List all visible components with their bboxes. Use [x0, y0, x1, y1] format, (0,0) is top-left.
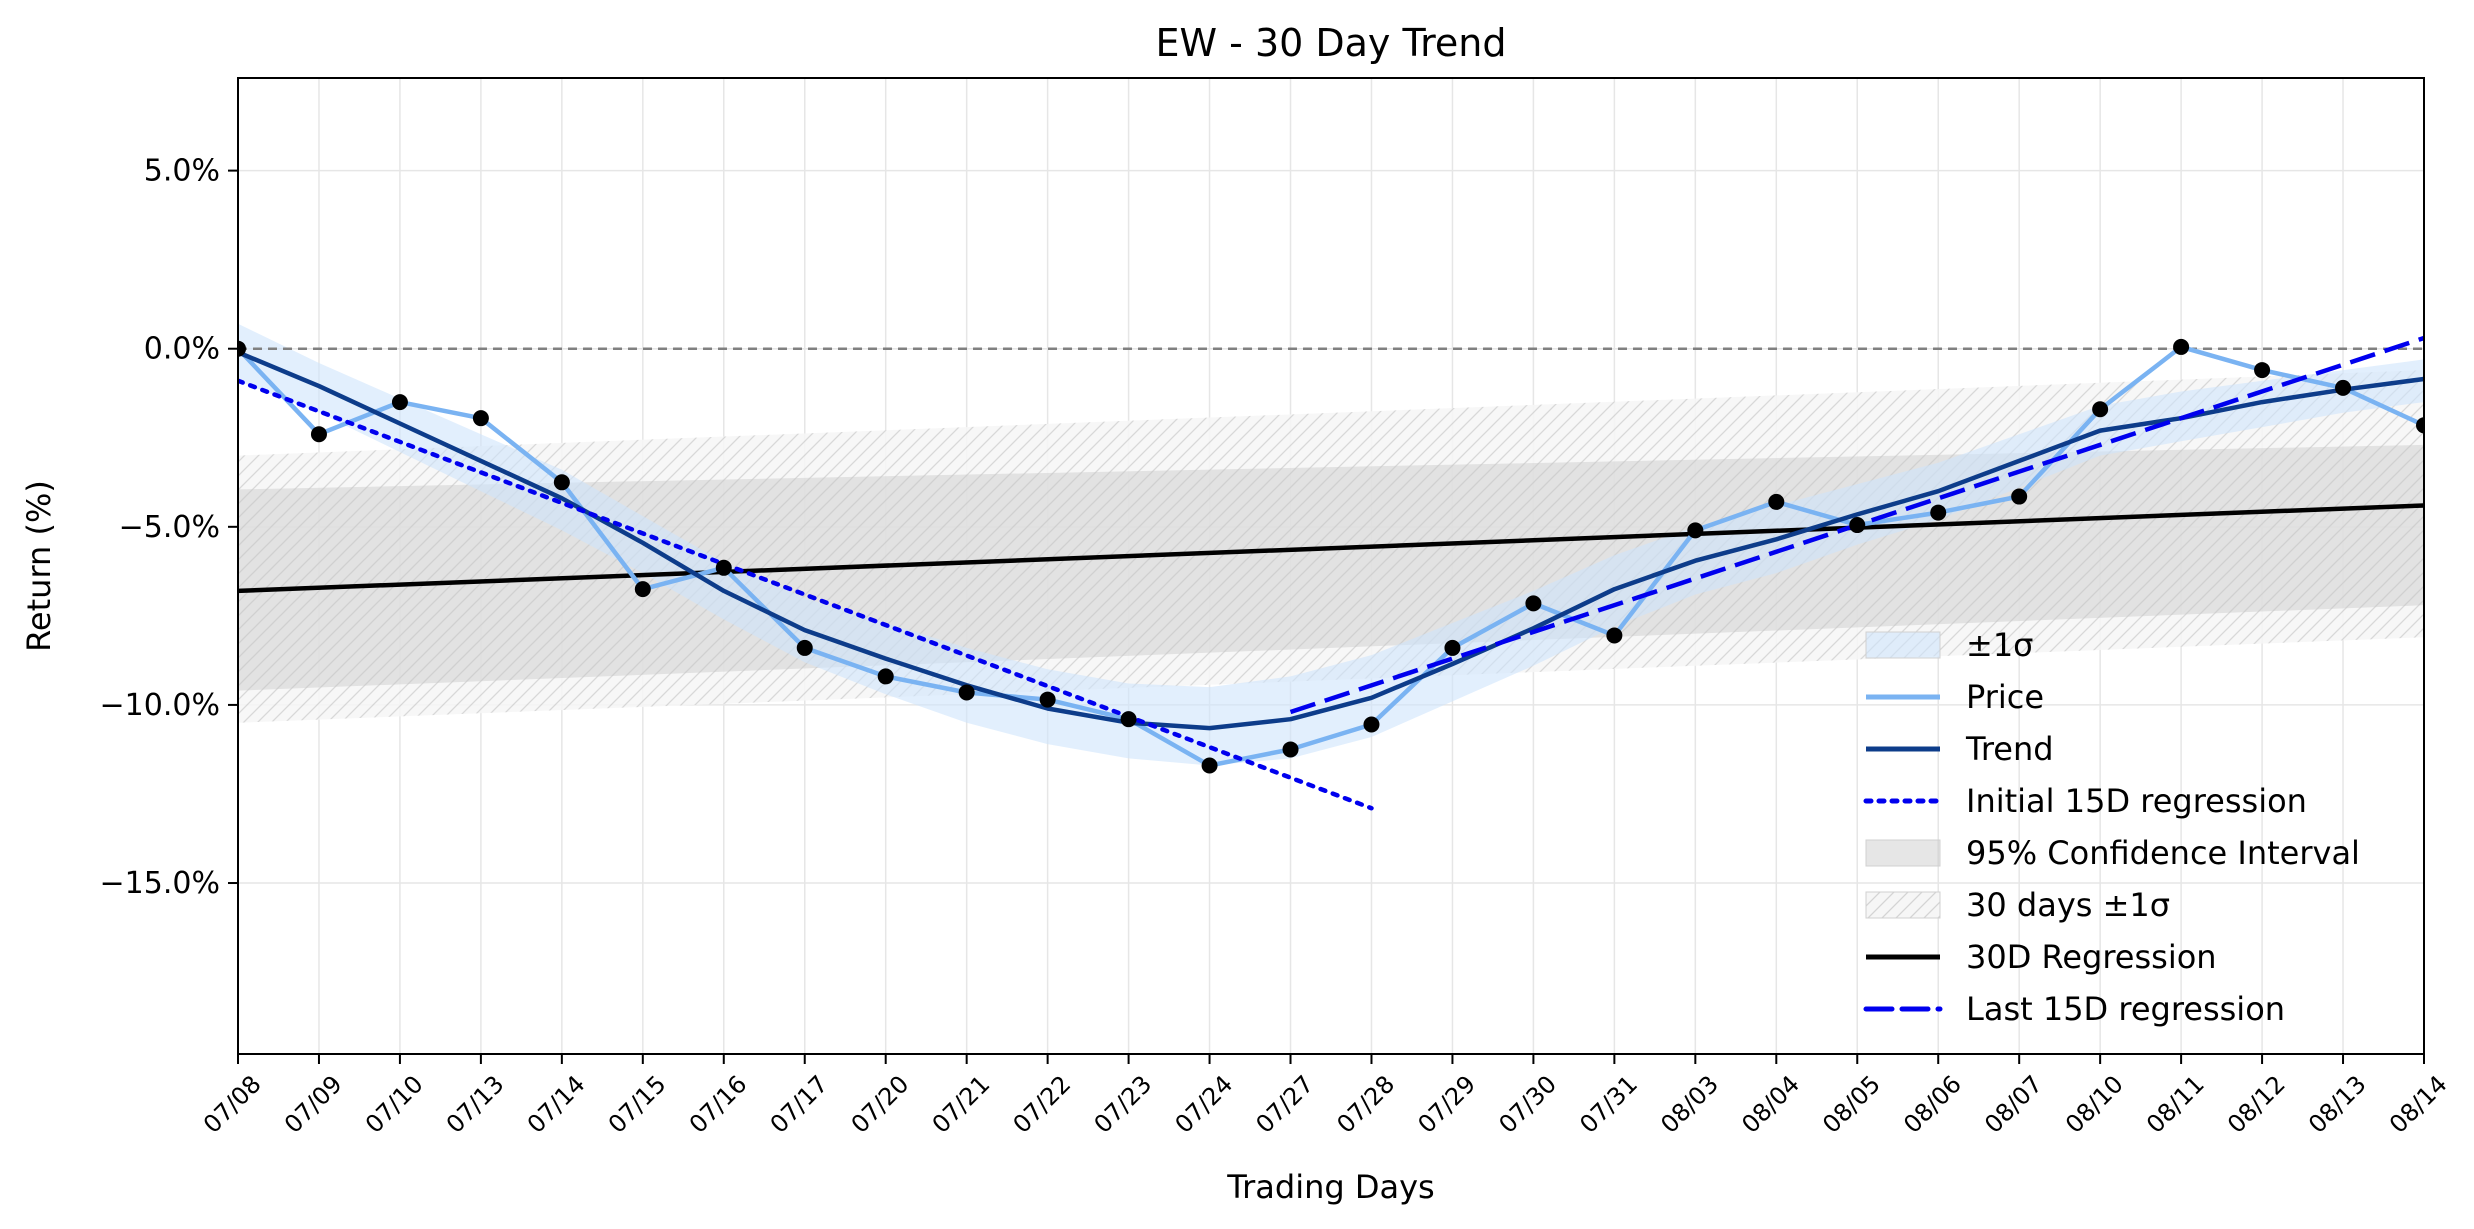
legend-label: Trend — [1965, 730, 2054, 768]
legend-swatch — [1865, 891, 1941, 919]
legend-item-30d-regression: 30D Regression — [1866, 938, 2217, 976]
legend-swatch — [1865, 839, 1941, 867]
price-point — [238, 340, 246, 357]
price-point — [310, 426, 327, 443]
price-line — [238, 344, 2424, 768]
x-tick-label: 07/22 — [1008, 1070, 1077, 1139]
x-tick-label: 07/24 — [1170, 1070, 1239, 1139]
price-point — [1444, 639, 1461, 656]
x-tick-label: 07/29 — [1412, 1070, 1481, 1139]
x-tick-label: 07/20 — [846, 1070, 915, 1139]
x-tick-label: 08/04 — [1736, 1070, 1805, 1139]
legend-label: 30D Regression — [1966, 938, 2217, 976]
price-point — [715, 559, 732, 576]
y-tick-label: −5.0% — [119, 510, 220, 545]
legend-item-ci: 95% Confidence Interval — [1865, 834, 2360, 872]
legend: ±1σ Price Trend Initial 15D regression 95% C… — [1863, 626, 2360, 1028]
price-point — [2416, 417, 2424, 434]
x-tick-label: 07/16 — [684, 1070, 753, 1139]
x-tick-label: 07/28 — [1331, 1070, 1400, 1139]
legend-label: 95% Confidence Interval — [1966, 834, 2360, 872]
legend-item-30d-sigma: 30 days ±1σ — [1865, 886, 2170, 924]
x-tick-label: 07/17 — [765, 1070, 834, 1139]
x-tick-label: 07/08 — [198, 1070, 267, 1139]
legend-item-price: Price — [1866, 678, 2044, 716]
price-point — [2173, 338, 2190, 355]
x-axis-label: Trading Days — [1226, 1168, 1434, 1206]
price-point — [2011, 488, 2028, 505]
price-point — [634, 581, 651, 598]
price-point — [1687, 522, 1704, 539]
price-point — [1606, 627, 1623, 644]
legend-item-initial-15d: Initial 15D regression — [1863, 782, 2307, 820]
price-point — [1039, 691, 1056, 708]
price-point — [2254, 362, 2271, 379]
price-point — [553, 474, 570, 491]
x-tick-label: 07/10 — [360, 1070, 429, 1139]
price-point — [796, 639, 813, 656]
y-tick-label: 5.0% — [144, 154, 220, 189]
legend-item-sigma: ±1σ — [1865, 626, 2033, 664]
price-point — [1282, 741, 1299, 758]
legend-label: Last 15D regression — [1966, 990, 2285, 1028]
x-axis: 07/08 07/09 07/10 07/13 07/14 07/15 07/16 07/17… — [198, 1054, 2453, 1139]
price-point — [2092, 401, 2109, 418]
x-tick-label: 08/05 — [1817, 1070, 1886, 1139]
x-tick-label: 07/14 — [522, 1070, 591, 1139]
legend-label: Price — [1966, 678, 2044, 716]
x-tick-label: 08/03 — [1655, 1070, 1724, 1139]
price-point — [1849, 517, 1866, 534]
price-point — [958, 684, 975, 701]
legend-swatch — [1865, 631, 1941, 659]
plot-area — [238, 323, 2424, 811]
price-point — [1363, 716, 1380, 733]
y-axis-label: Return (%) — [20, 480, 58, 652]
legend-label: ±1σ — [1966, 626, 2033, 664]
price-point — [1525, 595, 1542, 612]
price-point — [1201, 757, 1218, 774]
legend-label: Initial 15D regression — [1966, 782, 2307, 820]
x-tick-label: 07/30 — [1493, 1070, 1562, 1139]
price-point — [472, 410, 489, 427]
price-point — [877, 668, 894, 685]
regression-30d-line — [238, 503, 2424, 594]
x-tick-label: 08/13 — [2303, 1070, 2372, 1139]
y-tick-label: 0.0% — [144, 332, 220, 367]
price-point — [1120, 711, 1137, 728]
price-point — [391, 394, 408, 411]
x-tick-label: 08/11 — [2141, 1070, 2210, 1139]
y-tick-label: −15.0% — [100, 866, 220, 901]
price-point — [2335, 379, 2352, 396]
legend-item-trend: Trend — [1866, 730, 2054, 768]
x-tick-label: 07/15 — [603, 1070, 672, 1139]
x-tick-label: 07/21 — [927, 1070, 996, 1139]
chart-title: EW - 30 Day Trend — [1156, 21, 1507, 65]
x-tick-label: 08/12 — [2222, 1070, 2291, 1139]
x-tick-label: 08/06 — [1898, 1070, 1967, 1139]
x-tick-label: 07/09 — [279, 1070, 348, 1139]
x-tick-label: 08/14 — [2384, 1070, 2453, 1139]
plot-frame — [237, 77, 2425, 1055]
y-axis: 5.0% 0.0% −5.0% −10.0% −15.0% — [100, 154, 238, 901]
price-point — [1768, 493, 1785, 510]
x-tick-label: 07/23 — [1089, 1070, 1158, 1139]
x-tick-label: 07/27 — [1251, 1070, 1320, 1139]
legend-label: 30 days ±1σ — [1966, 886, 2170, 924]
x-tick-label: 07/13 — [441, 1070, 510, 1139]
legend-item-last-15d: Last 15D regression — [1863, 990, 2285, 1028]
y-tick-label: −10.0% — [100, 688, 220, 723]
x-tick-label: 08/10 — [2060, 1070, 2129, 1139]
x-tick-label: 07/31 — [1574, 1070, 1643, 1139]
initial-15d-regression-line — [238, 378, 1374, 811]
price-point — [1930, 504, 1947, 521]
x-tick-label: 08/07 — [1979, 1070, 2048, 1139]
